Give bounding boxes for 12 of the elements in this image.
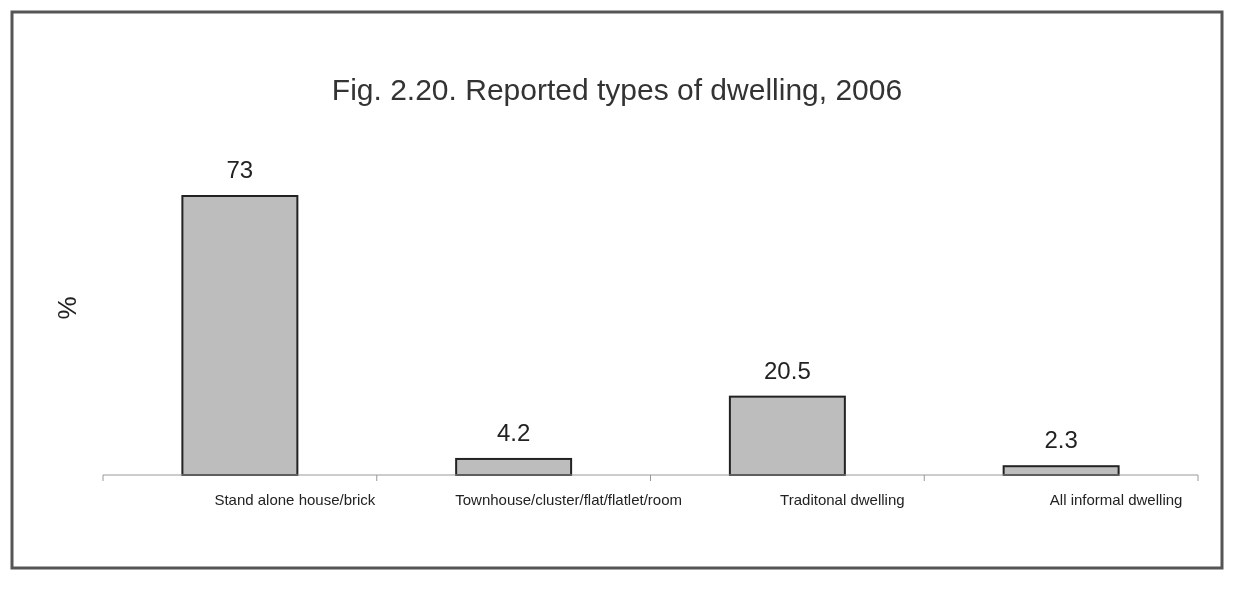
bar [181,195,299,476]
y-axis-title: % [52,296,82,320]
x-tick-label: Townhouse/cluster/flat/flatlet/room [455,491,683,508]
data-label: 73 [226,156,254,183]
chart-title: Fig. 2.20. Reported types of dwelling, 2006 [331,73,903,106]
x-tick-label: All informal dwelling [1049,491,1183,508]
x-tick-label: Stand alone house/brick [214,491,376,508]
bar [728,395,846,476]
data-label: 2.3 [1044,426,1078,454]
data-label: 4.2 [496,418,531,446]
x-tick-label: Traditonal dwelling [780,491,905,508]
data-label: 20.5 [764,356,811,384]
